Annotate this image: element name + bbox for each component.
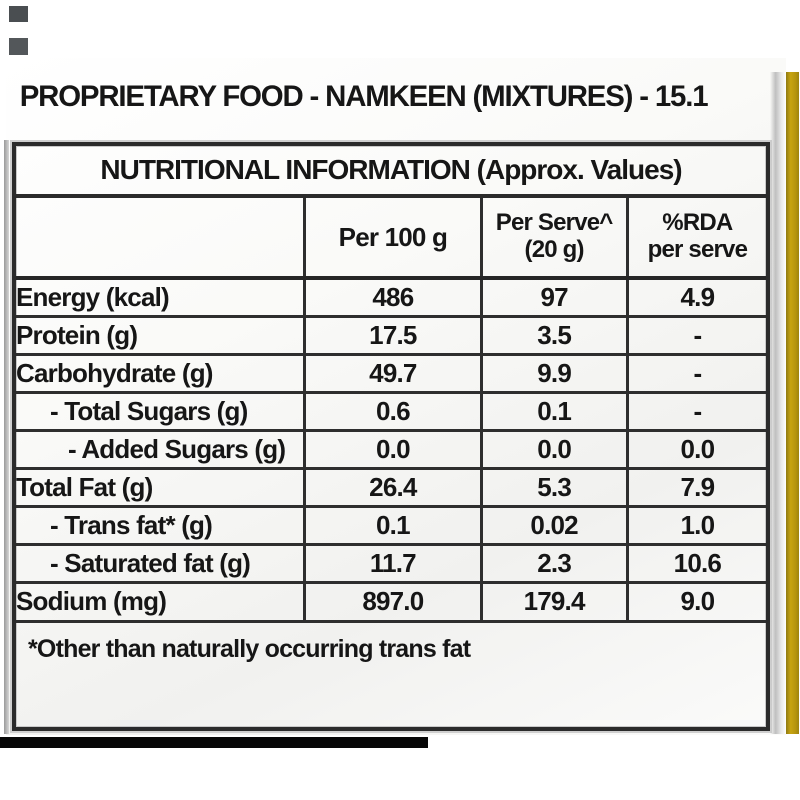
value-per-serve: 179.4 [479, 580, 629, 622]
value-rda: - [625, 314, 768, 356]
scan-artifact-bottom-bar [0, 737, 428, 748]
table-row-energy: Energy (kcal) 486 97 4.9 [14, 276, 768, 318]
row-label: - Saturated fat (g) [14, 542, 307, 584]
table-row-added-sugars: - Added Sugars (g) 0.0 0.0 0.0 [14, 428, 768, 470]
nutrition-table: Per 100 g Per Serve^ (20 g) %RDA per se [14, 196, 768, 622]
value-per-serve: 0.1 [479, 390, 629, 432]
value-per-serve: 0.02 [479, 504, 629, 546]
value-rda: 10.6 [625, 542, 768, 584]
row-label: Carbohydrate (g) [14, 352, 307, 394]
trans-fat-footnote: *Other than naturally occurring trans fa… [16, 620, 766, 690]
row-label: - Added Sugars (g) [14, 428, 307, 470]
value-per-100g: 17.5 [303, 314, 483, 356]
table-row-sodium: Sodium (mg) 897.0 179.4 9.0 [14, 580, 768, 622]
label-left-edge-shade [4, 140, 9, 734]
label-sheet: PROPRIETARY FOOD - NAMKEEN (MIXTURES) - … [6, 58, 786, 735]
column-header-rda: %RDA per serve [625, 196, 768, 280]
value-per-serve: 3.5 [479, 314, 629, 356]
row-label: Total Fat (g) [14, 466, 307, 508]
value-rda: - [625, 390, 768, 432]
value-rda: 0.0 [625, 428, 768, 470]
column-header-empty [14, 196, 307, 280]
rda-label: %RDA [662, 209, 733, 237]
value-per-serve: 5.3 [479, 466, 629, 508]
value-rda: 9.0 [625, 580, 768, 622]
row-label: - Total Sugars (g) [14, 390, 307, 432]
table-heading: NUTRITIONAL INFORMATION (Approx. Values) [16, 146, 766, 198]
per-serve-quantity: (20 g) [524, 236, 585, 263]
value-per-100g: 11.7 [303, 542, 483, 584]
value-rda: 1.0 [625, 504, 768, 546]
table-row-saturated-fat: - Saturated fat (g) 11.7 2.3 10.6 [14, 542, 768, 584]
table-row-protein: Protein (g) 17.5 3.5 - [14, 314, 768, 356]
label-right-edge-shade [770, 72, 786, 734]
table-row-trans-fat: - Trans fat* (g) 0.1 0.02 1.0 [14, 504, 768, 546]
row-label: Protein (g) [14, 314, 307, 356]
table-row-total-fat: Total Fat (g) 26.4 5.3 7.9 [14, 466, 768, 508]
package-yellow-edge-strip [786, 72, 799, 734]
row-label: - Trans fat* (g) [14, 504, 307, 546]
category-title: PROPRIETARY FOOD - NAMKEEN (MIXTURES) - … [19, 80, 709, 113]
scan-artifact-top-2 [9, 38, 28, 55]
value-rda: 4.9 [625, 276, 768, 318]
table-row-total-sugars: - Total Sugars (g) 0.6 0.1 - [14, 390, 768, 432]
value-per-100g: 897.0 [303, 580, 483, 622]
column-header-per-100g: Per 100 g [303, 196, 483, 280]
value-per-serve: 2.3 [479, 542, 629, 584]
per-100g-label: Per 100 g [338, 221, 448, 252]
value-per-100g: 0.6 [303, 390, 483, 432]
value-rda: - [625, 352, 768, 394]
value-per-100g: 0.0 [303, 428, 483, 470]
row-label: Energy (kcal) [14, 276, 307, 318]
column-header-per-serve: Per Serve^ (20 g) [479, 196, 629, 280]
table-row-carbohydrate: Carbohydrate (g) 49.7 9.9 - [14, 352, 768, 394]
per-serve-label: Per Serve^ [495, 209, 614, 237]
value-per-100g: 0.1 [303, 504, 483, 546]
nutrition-table-box: NUTRITIONAL INFORMATION (Approx. Values)… [12, 142, 770, 731]
column-header-row: Per 100 g Per Serve^ (20 g) %RDA per se [14, 196, 768, 280]
value-rda: 7.9 [625, 466, 768, 508]
value-per-serve: 0.0 [479, 428, 629, 470]
value-per-100g: 49.7 [303, 352, 483, 394]
row-label: Sodium (mg) [14, 580, 307, 622]
scan-artifact-top-1 [9, 6, 28, 22]
rda-sublabel: per serve [647, 236, 748, 263]
value-per-serve: 97 [479, 276, 629, 318]
value-per-100g: 26.4 [303, 466, 483, 508]
value-per-100g: 486 [303, 276, 483, 318]
value-per-serve: 9.9 [479, 352, 629, 394]
